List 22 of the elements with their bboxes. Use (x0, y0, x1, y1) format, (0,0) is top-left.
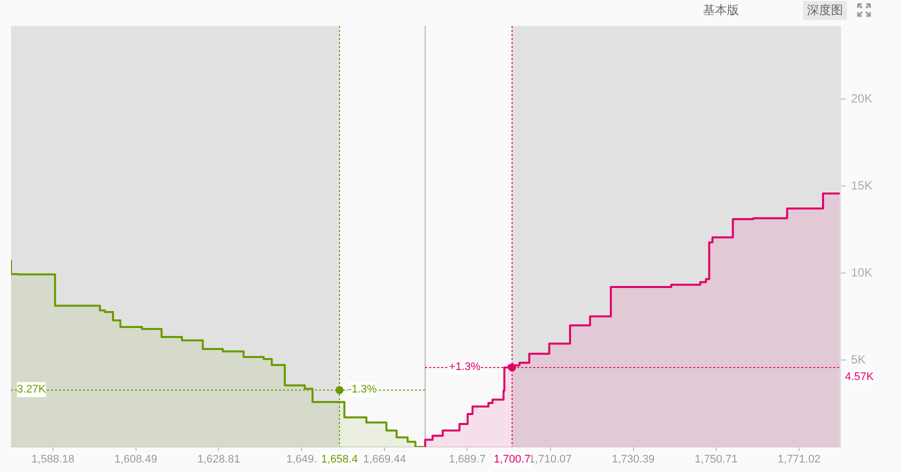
x-tick-label: 1,750.71 (694, 454, 738, 466)
x-tick-label: 1,608.49 (114, 454, 158, 466)
y-tick-label: 5K (851, 352, 866, 366)
x-tick-label: 1,649. (286, 454, 317, 466)
x-tick-label: 1,628.81 (197, 454, 240, 466)
x-tick-label: 1,710.07 (528, 454, 572, 466)
y-tick-label: 10K (851, 265, 872, 280)
x-tick-label: 1,588.18 (32, 454, 74, 466)
ref-line-label: 1,700.7 (494, 454, 530, 466)
annotation: -1.3% (348, 384, 377, 396)
x-tick-label: 1,689.7 (448, 454, 486, 466)
y-tick-label: 20K (851, 91, 872, 106)
text: 基本版 (702, 2, 740, 18)
y-tick-label: 15K (851, 178, 872, 192)
text: 深度图 (803, 0, 847, 20)
x-tick-label: 1,669.44 (363, 454, 406, 466)
x-tick-label: 1,730.39 (612, 454, 655, 466)
ref-line-label: 3.27K (17, 384, 46, 396)
ref-line-label: 1,658.4 (321, 454, 358, 466)
ref-line-label: 4.57K (845, 371, 874, 384)
annotation: +1.3% (449, 361, 481, 374)
x-tick-label: 1,771.02 (778, 454, 820, 466)
